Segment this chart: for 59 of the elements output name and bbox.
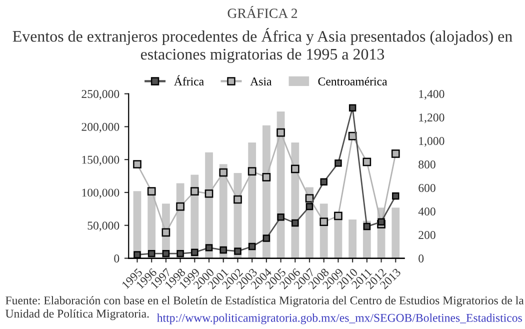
point (276, 128, 285, 137)
point (176, 250, 184, 258)
point (147, 187, 156, 196)
y2-tick-label: 400 (418, 208, 436, 216)
y-tick-label: 150,000 (82, 156, 120, 166)
y2-tick-label: 1,200 (419, 114, 444, 124)
point (320, 218, 328, 226)
bar (392, 208, 400, 258)
point (334, 159, 342, 167)
chart-subtitle: Eventos de extranjeros procedentes de África y Asia presentados (alojados) en estaciones migratorias de 1995 a 2013 (12, 28, 512, 63)
point (219, 168, 228, 177)
y-tick-label: 100,000 (82, 188, 120, 198)
point (320, 178, 328, 186)
bar (334, 220, 342, 258)
point (362, 158, 372, 166)
point (133, 160, 142, 168)
point (392, 192, 400, 200)
point (277, 214, 284, 221)
point (134, 251, 141, 258)
y2-tick-label: 200 (418, 231, 436, 239)
point (220, 246, 227, 254)
point (378, 218, 385, 226)
chart-title: GRÁFICA 2 (228, 6, 298, 18)
point (305, 194, 314, 203)
y-tick-label: 50,000 (88, 222, 120, 232)
point (262, 173, 271, 182)
point (191, 248, 198, 256)
legend-label: África (174, 75, 204, 86)
y-tick-label: 200,000 (82, 122, 120, 133)
point (204, 189, 214, 198)
bar (348, 219, 357, 258)
legend-label: Asia (250, 78, 272, 86)
y2-tick-label: 600 (418, 184, 436, 192)
legend-label: Centroamérica (318, 77, 388, 86)
y-tick-label: 250,000 (82, 90, 120, 100)
point (262, 234, 270, 242)
point (248, 242, 256, 250)
point (391, 150, 400, 158)
point (162, 228, 170, 237)
point (248, 167, 256, 176)
point (348, 104, 356, 112)
y-tick-label: 0 (114, 254, 120, 262)
point (190, 187, 199, 196)
point (363, 222, 371, 230)
point (148, 250, 156, 258)
point (306, 202, 314, 210)
point (234, 248, 242, 255)
y2-tick-label: 0 (418, 254, 424, 262)
point (334, 212, 342, 220)
y2-tick-label: 1,400 (419, 90, 444, 100)
point (162, 250, 170, 258)
text: http://www.politicamigratoria.gob.mx/es_mx/SEGOB/Boletines_Estadisticos (156, 314, 522, 324)
y2-tick-label: 1,000 (419, 137, 444, 147)
point (290, 164, 300, 174)
y2-tick-label: 800 (418, 160, 436, 168)
point (292, 219, 299, 227)
point (205, 244, 213, 252)
point (234, 195, 242, 204)
point (176, 202, 184, 211)
